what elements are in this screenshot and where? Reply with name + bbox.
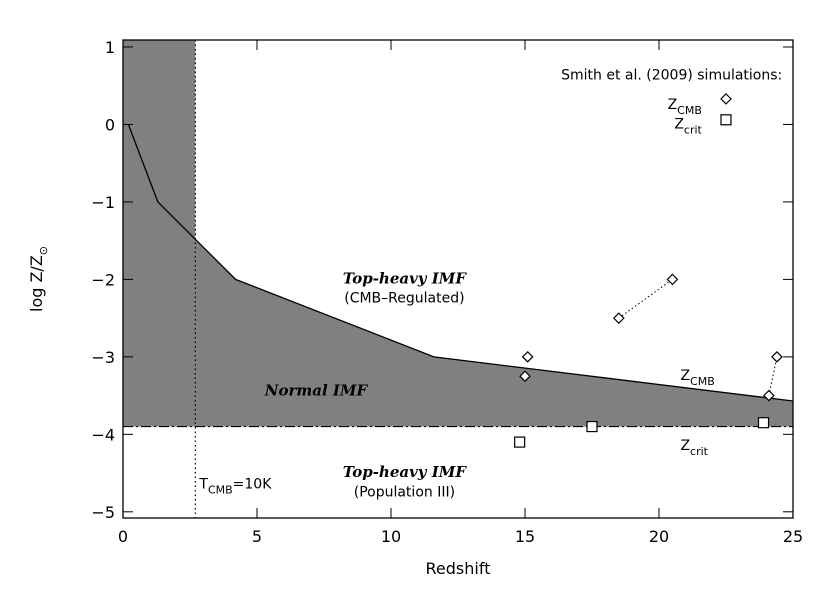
square bbox=[586, 420, 598, 433]
legend-square bbox=[720, 114, 732, 126]
x-tick-label: 10 bbox=[381, 527, 401, 546]
crit-label: Zcrit bbox=[680, 438, 708, 458]
annotation: (CMB–Regulated) bbox=[344, 291, 464, 307]
diamond bbox=[612, 312, 625, 324]
y-tick-label: −1 bbox=[91, 193, 115, 212]
y-axis-label: log Z/Z⊙ bbox=[27, 246, 50, 312]
x-tick-label: 15 bbox=[515, 527, 535, 546]
y-axis-label-sub: ⊙ bbox=[37, 246, 50, 255]
diamond bbox=[521, 351, 534, 363]
x-tick-label: 5 bbox=[252, 527, 262, 546]
square bbox=[514, 436, 526, 448]
legend-label-sub: CMB bbox=[677, 104, 702, 117]
t-cmb-label-main: T bbox=[198, 477, 208, 493]
crit-label-sub: crit bbox=[690, 445, 709, 458]
legend-diamond bbox=[720, 93, 732, 105]
legend-label: ZCMB bbox=[668, 97, 702, 117]
t-cmb-label-after: =10K bbox=[233, 477, 273, 493]
z-cmb-curve bbox=[127, 124, 794, 402]
curve-label: ZCMB bbox=[680, 368, 714, 388]
t-cmb-label-sub: CMB bbox=[208, 484, 233, 497]
x-tick-label: 20 bbox=[649, 527, 669, 546]
annotation: Top-heavy IMF bbox=[343, 269, 468, 287]
legend-label-main: Z bbox=[668, 97, 678, 113]
link-line bbox=[618, 278, 673, 319]
square bbox=[757, 417, 770, 429]
curve-label-sub: CMB bbox=[690, 375, 715, 388]
curve-label-main: Z bbox=[680, 368, 690, 384]
annotation: Normal IMF bbox=[264, 382, 369, 400]
legend-label-main: Z bbox=[674, 116, 684, 132]
y-tick-label: 1 bbox=[105, 38, 115, 57]
x-tick-label: 0 bbox=[118, 527, 128, 546]
legend-label-sub: crit bbox=[684, 123, 703, 136]
y-tick-label: −4 bbox=[91, 425, 115, 444]
diamond bbox=[666, 273, 679, 286]
y-axis-label-main: log Z/Z bbox=[27, 255, 46, 312]
crit-label-main: Z bbox=[680, 438, 690, 454]
y-tick-label: −5 bbox=[91, 503, 115, 522]
link-line bbox=[768, 356, 778, 396]
diamond bbox=[519, 370, 531, 383]
shaded-region bbox=[123, 40, 793, 427]
diamond bbox=[763, 389, 775, 402]
y-tick-label: −2 bbox=[91, 270, 115, 289]
legend-title: Smith et al. (2009) simulations: bbox=[561, 68, 782, 84]
t-cmb-label: TCMB=10K bbox=[198, 477, 272, 497]
x-tick-label: 25 bbox=[783, 527, 803, 546]
y-tick-label: 0 bbox=[105, 115, 115, 134]
annotation: (Population III) bbox=[354, 484, 455, 500]
x-axis-label: Redshift bbox=[426, 559, 491, 578]
diamond bbox=[771, 351, 783, 363]
y-tick-label: −3 bbox=[91, 348, 115, 367]
annotation: Top-heavy IMF bbox=[343, 463, 468, 481]
legend-label: Zcrit bbox=[674, 116, 702, 136]
